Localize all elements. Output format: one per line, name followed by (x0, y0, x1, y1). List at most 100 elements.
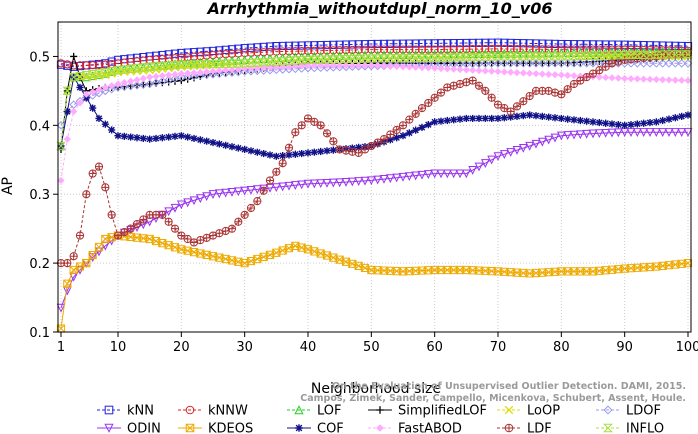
data-point (576, 40, 585, 49)
data-point (474, 38, 484, 47)
data-point (171, 77, 179, 85)
data-point (152, 72, 160, 81)
data-point (557, 71, 565, 79)
data-point (94, 162, 104, 171)
data-point (564, 115, 572, 123)
data-point (265, 42, 275, 51)
data-point (170, 224, 180, 233)
x-tick-label: 100 (676, 340, 698, 355)
data-point (411, 39, 420, 48)
data-point (659, 116, 667, 125)
data-point (563, 59, 572, 68)
data-point (114, 132, 122, 140)
data-point (588, 129, 598, 139)
data-point (88, 91, 97, 100)
legend-entry-inflo: INFLO (596, 422, 664, 434)
data-point (272, 167, 281, 176)
data-point (113, 66, 123, 75)
data-point (487, 38, 496, 47)
data-point (291, 128, 300, 137)
data-point (120, 228, 129, 237)
data-point (519, 112, 527, 120)
data-point (303, 41, 313, 50)
data-point (436, 39, 446, 48)
data-point (196, 71, 205, 80)
data-point (608, 120, 616, 128)
data-point (190, 69, 198, 77)
data-point (449, 45, 458, 54)
data-point (469, 66, 477, 74)
data-point (107, 210, 116, 219)
legend-marker (376, 424, 384, 432)
legend-label: SimplifiedLOF (398, 404, 487, 419)
data-point (132, 219, 142, 229)
data-point (158, 134, 166, 142)
data-point (601, 45, 610, 54)
data-point (550, 59, 560, 68)
data-point (195, 194, 205, 204)
data-point (63, 135, 71, 143)
data-point (184, 133, 192, 141)
data-point (246, 43, 256, 52)
legend-entry-ldf: LDF (497, 422, 552, 434)
data-point (576, 59, 585, 68)
data-point (63, 279, 72, 288)
data-point (582, 59, 591, 68)
data-point (208, 70, 218, 79)
data-point (602, 119, 610, 127)
data-point (203, 68, 211, 76)
data-point (678, 76, 686, 84)
data-point (329, 46, 338, 55)
legend-marker (504, 423, 514, 433)
data-point (455, 79, 465, 89)
data-point (202, 192, 212, 202)
data-point (139, 74, 147, 83)
data-point (487, 93, 496, 102)
data-point (557, 114, 565, 123)
data-point (455, 38, 465, 48)
data-point (379, 45, 389, 54)
legend-marker (294, 405, 304, 415)
data-point (544, 39, 553, 48)
data-point (671, 76, 679, 84)
data-point (671, 59, 680, 68)
chart-title: Arrhythmia_withoutdupl_norm_10_v06 (206, 0, 553, 18)
data-point (512, 102, 522, 111)
data-point (632, 50, 643, 60)
data-point (259, 42, 268, 52)
data-point (475, 114, 483, 123)
data-point (108, 82, 116, 90)
data-point (247, 147, 255, 155)
series-line (60, 53, 688, 147)
data-point (227, 68, 237, 78)
data-point (68, 73, 79, 82)
y-tick-label: 0.1 (29, 326, 50, 341)
data-point (215, 46, 224, 55)
data-point (678, 112, 686, 120)
legend-label: LOF (317, 404, 342, 419)
data-point (430, 39, 439, 48)
data-point (399, 132, 407, 140)
data-point (94, 242, 104, 252)
data-point (556, 52, 567, 61)
data-point (341, 54, 351, 64)
data-point (467, 52, 478, 62)
data-point (133, 76, 141, 84)
data-point (551, 71, 559, 79)
data-point (474, 81, 484, 90)
data-point (373, 175, 383, 185)
axes: 1 10 20 30 40 50 60 70 80 90 100 0.1 0.2 0.3 0.4 0.5 (29, 50, 698, 355)
data-point (423, 53, 434, 62)
legend-entry-ldof: LDOF (596, 404, 661, 419)
data-point (468, 38, 477, 48)
data-point (531, 39, 541, 48)
data-point (569, 59, 579, 68)
data-point (310, 63, 319, 73)
data-point (601, 62, 610, 71)
data-point (303, 179, 313, 189)
data-point (203, 137, 211, 145)
data-point (437, 117, 445, 125)
data-point (119, 65, 130, 74)
data-point (519, 97, 528, 106)
data-point (582, 40, 591, 49)
